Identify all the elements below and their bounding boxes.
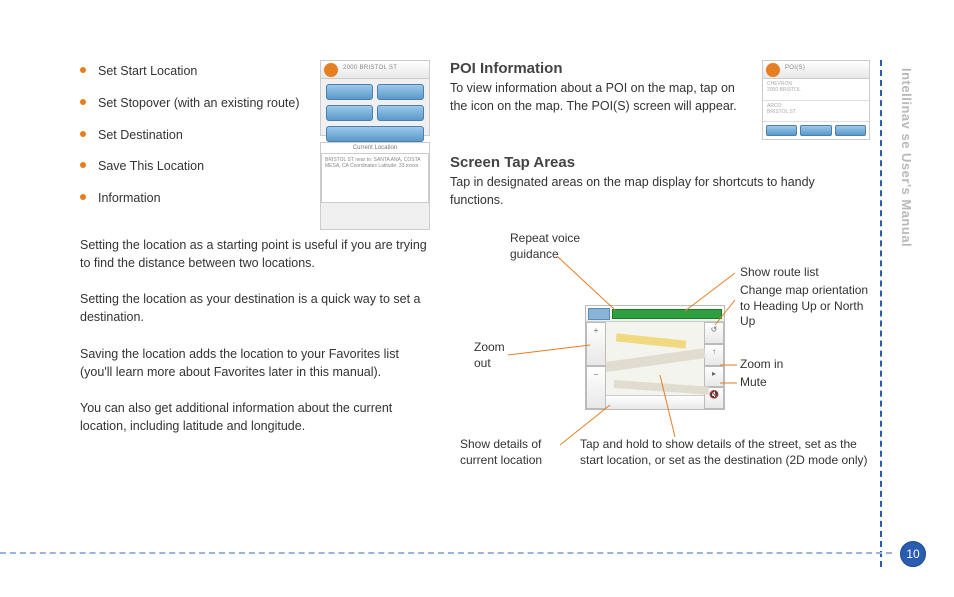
list-item: Set Destination: [80, 126, 306, 145]
option-list: Set Start Location Set Stopover (with an…: [80, 62, 306, 208]
heading-poi: POI Information: [450, 60, 750, 77]
list-item: Set Start Location: [80, 62, 306, 81]
page-number: 10: [900, 541, 926, 567]
paragraph: Tap in designated areas on the map displ…: [450, 174, 870, 209]
manual-title-vertical: Intellinav se User's Manual: [899, 68, 914, 247]
margin-divider-horizontal: [0, 552, 892, 554]
callout-zoom-out: Zoom out: [474, 340, 514, 371]
margin-divider-vertical: [880, 60, 882, 567]
screenshot-stack: 2000 BRISTOL ST Current Location BRISTOL…: [320, 60, 430, 230]
callout-orientation: Change map orientation to Heading Up or …: [740, 283, 880, 330]
paragraph: Setting the location as your destination…: [80, 290, 430, 326]
callout-route-list: Show route list: [740, 265, 819, 281]
list-item: Save This Location: [80, 157, 306, 176]
callout-mute: Mute: [740, 375, 767, 391]
list-item: Information: [80, 189, 306, 208]
left-column: Set Start Location Set Stopover (with an…: [80, 60, 450, 597]
paragraph: You can also get additional information …: [80, 399, 430, 435]
callout-tap-hold: Tap and hold to show details of the stre…: [580, 437, 870, 468]
callout-repeat-voice: Repeat voice guidance: [510, 231, 600, 262]
screenshot-poi: POI(S) CHEVRON2000 BRISTOL ARCOBRISTOL S…: [762, 60, 870, 140]
list-item: Set Stopover (with an existing route): [80, 94, 306, 113]
tap-areas-diagram: +− ↺↑▸🔇: [450, 225, 870, 495]
manual-page: Set Start Location Set Stopover (with an…: [0, 0, 954, 597]
right-margin: Intellinav se User's Manual: [892, 60, 914, 567]
right-column: POI Information To view information abou…: [450, 60, 880, 597]
paragraph: Setting the location as a starting point…: [80, 236, 430, 272]
paragraph: Saving the location adds the location to…: [80, 345, 430, 381]
screenshot-location-menu: 2000 BRISTOL ST: [320, 60, 430, 136]
screenshot-current-location: Current Location BRISTOL ST near to: SAN…: [320, 142, 430, 230]
callout-zoom-in: Zoom in: [740, 357, 783, 373]
heading-tap-areas: Screen Tap Areas: [450, 154, 870, 171]
paragraph: To view information about a POI on the m…: [450, 80, 750, 115]
callout-current-location: Show details of current location: [460, 437, 570, 468]
screenshot-map: +− ↺↑▸🔇: [585, 305, 725, 410]
